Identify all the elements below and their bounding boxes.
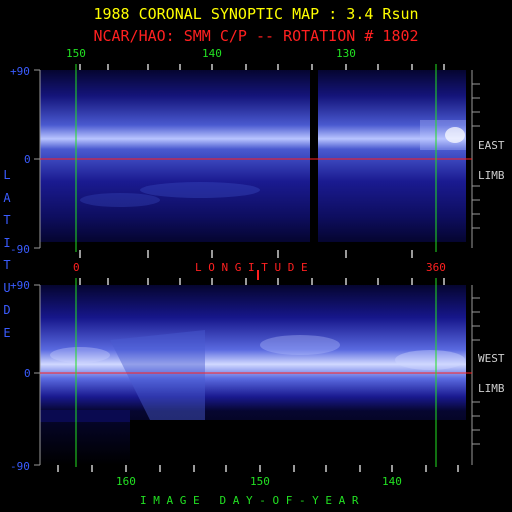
bottom-x-ticks <box>57 278 459 472</box>
longitude-start-label: 0 <box>73 261 80 274</box>
top-y-tick-0: 0 <box>24 153 31 166</box>
bottom-y-tick-0: 0 <box>24 367 31 380</box>
top-y-tick-plus90: +90 <box>10 65 30 78</box>
top-side-label-east: EAST <box>478 139 505 152</box>
map-subtitle: NCAR/HAO: SMM C/P -- ROTATION # 1802 <box>93 27 419 45</box>
latitude-letter: I <box>3 235 11 250</box>
longitude-end-label: 360 <box>426 261 446 274</box>
map-title: 1988 CORONAL SYNOPTIC MAP : 3.4 Rsun <box>93 5 419 23</box>
bottom-y-tick-plus90: +90 <box>10 279 30 292</box>
top-x-tick-130: 130 <box>336 47 356 60</box>
top-x-tick-150: 150 <box>66 47 86 60</box>
bottom-x-tick-150: 150 <box>250 475 270 488</box>
top-side-label-limb: LIMB <box>478 169 505 182</box>
top-panel-image <box>40 70 466 242</box>
bottom-x-tick-160: 160 <box>116 475 136 488</box>
bottom-y-ticks <box>34 284 480 466</box>
top-x-tick-140: 140 <box>202 47 222 60</box>
bottom-panel-image <box>40 285 466 465</box>
top-y-ticks <box>34 69 480 249</box>
bottom-side-label-limb: LIMB <box>478 382 505 395</box>
bottom-side-label-west: WEST <box>478 352 505 365</box>
latitude-letter: T <box>3 258 11 272</box>
latitude-letter: T <box>3 213 11 227</box>
day-of-year-axis-label: I M A G E D A Y - O F - Y E A R <box>140 494 359 507</box>
longitude-axis-label: L O N G I T U D E <box>195 261 308 274</box>
top-y-tick-minus90: -90 <box>10 243 30 256</box>
latitude-letter: U <box>3 280 11 295</box>
latitude-letter: D <box>3 303 11 317</box>
latitude-letter: A <box>3 190 11 205</box>
latitude-axis-label: L A T I T U D E <box>0 168 14 348</box>
bottom-x-tick-140: 140 <box>382 475 402 488</box>
top-x-ticks <box>79 64 445 280</box>
latitude-letter: L <box>3 168 11 182</box>
bottom-y-tick-minus90: -90 <box>10 460 30 473</box>
latitude-letter: E <box>3 325 11 340</box>
